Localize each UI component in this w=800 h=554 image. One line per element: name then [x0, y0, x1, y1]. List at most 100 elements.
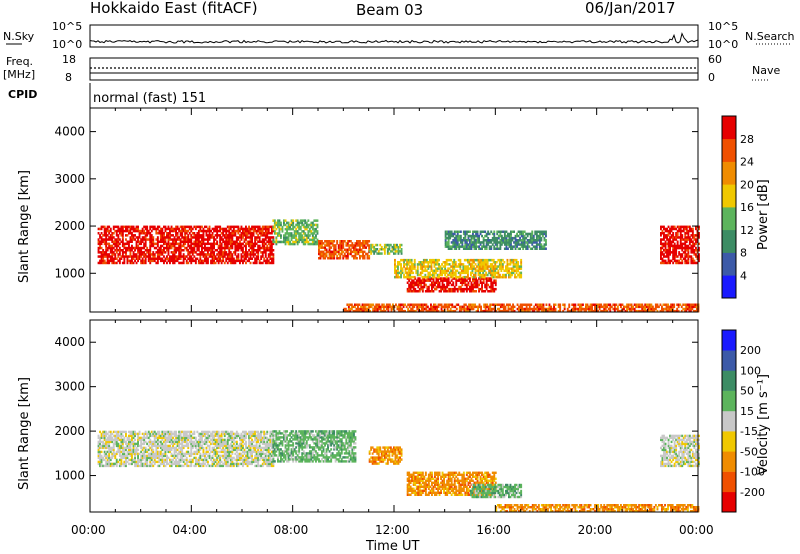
heatmap-cell — [545, 243, 547, 246]
heatmap-cell — [388, 243, 391, 247]
heatmap-cell — [457, 263, 460, 266]
heatmap-cell — [431, 305, 434, 309]
heatmap-cell — [231, 246, 234, 250]
heatmap-cell — [143, 255, 146, 258]
heatmap-cell — [115, 436, 118, 440]
heatmap-cell — [462, 265, 465, 268]
heatmap-cell — [432, 261, 434, 264]
heatmap-cell — [131, 460, 133, 464]
heatmap-cell — [666, 236, 668, 239]
heatmap-cell — [502, 309, 505, 313]
heatmap-cell — [125, 434, 127, 438]
heatmap-cell — [149, 225, 152, 229]
heatmap-cell — [109, 246, 112, 250]
heatmap-cell — [534, 245, 537, 248]
heatmap-cell — [399, 303, 402, 306]
heatmap-cell — [287, 225, 290, 229]
heatmap-cell — [480, 258, 483, 262]
heatmap-cell — [270, 249, 273, 252]
heatmap-cell — [156, 253, 159, 256]
heatmap-cell — [298, 223, 301, 227]
heatmap-cell — [693, 234, 696, 237]
heatmap-cell — [360, 309, 362, 313]
heatmap-cell — [667, 259, 670, 263]
heatmap-cell — [106, 438, 109, 442]
heatmap-cell — [117, 448, 120, 452]
heatmap-cell — [493, 232, 496, 236]
heatmap-cell — [178, 227, 181, 231]
heatmap-cell — [432, 277, 435, 280]
heatmap-cell — [191, 259, 194, 263]
heatmap-cell — [543, 245, 546, 248]
heatmap-cell — [408, 277, 411, 280]
heatmap-cell — [603, 307, 606, 311]
heatmap-cell — [612, 303, 615, 306]
heatmap-cell — [511, 271, 513, 275]
heatmap-cell — [458, 230, 461, 233]
heatmap-cell — [675, 261, 678, 265]
heatmap-cell — [106, 259, 109, 263]
heatmap-cell — [381, 305, 384, 309]
heatmap-cell — [417, 283, 420, 287]
heatmap-cell — [675, 251, 678, 254]
heatmap-cell — [518, 305, 520, 309]
heatmap-cell — [179, 257, 182, 260]
heatmap-cell — [669, 240, 671, 243]
heatmap-cell — [517, 267, 519, 270]
heatmap-cell — [454, 269, 457, 272]
heatmap-cell — [418, 273, 421, 277]
heatmap-cell — [370, 243, 373, 247]
heatmap-cell — [446, 290, 449, 293]
heatmap-cell — [433, 273, 436, 277]
heatmap-cell — [512, 271, 515, 275]
heatmap-cell — [465, 243, 468, 246]
heatmap-cell — [134, 458, 136, 462]
heatmap-cell — [283, 221, 285, 225]
heatmap-cell — [129, 450, 132, 454]
heatmap-cell — [211, 244, 214, 248]
heatmap-cell — [490, 309, 493, 313]
heatmap-cell — [258, 261, 261, 265]
heatmap-cell — [185, 238, 188, 241]
heatmap-cell — [152, 454, 155, 458]
heatmap-cell — [169, 464, 171, 468]
heatmap-cell — [243, 255, 246, 258]
heatmap-cell — [123, 225, 126, 229]
heatmap-cell — [518, 273, 521, 277]
heatmap-cell — [242, 251, 244, 254]
heatmap-cell — [667, 238, 670, 241]
heatmap-cell — [273, 230, 276, 233]
heatmap-cell — [138, 430, 141, 434]
heatmap-cell — [112, 438, 115, 442]
heatmap-cell — [196, 244, 199, 248]
heatmap-cell — [229, 238, 232, 241]
heatmap-cell — [354, 254, 357, 258]
heatmap-cell — [108, 438, 111, 442]
y-tick-label: 2000 — [54, 219, 85, 233]
heatmap-cell — [481, 241, 483, 244]
nave-label: Nave — [752, 64, 781, 77]
heatmap-cell — [97, 436, 100, 440]
heatmap-cell — [357, 307, 359, 311]
heatmap-cell — [126, 259, 129, 263]
heatmap-cell — [506, 309, 508, 313]
heatmap-cell — [510, 243, 512, 246]
heatmap-cell — [135, 462, 138, 466]
heatmap-cell — [115, 234, 118, 237]
heatmap-cell — [679, 229, 682, 233]
heatmap-cell — [322, 246, 325, 249]
heatmap-cell — [490, 241, 493, 244]
heatmap-cell — [123, 251, 126, 254]
heatmap-cell — [188, 238, 191, 241]
heatmap-cell — [201, 246, 203, 250]
heatmap-cell — [121, 240, 124, 243]
heatmap-cell — [464, 230, 467, 233]
heatmap-cell — [459, 281, 462, 284]
heatmap-cell — [278, 227, 281, 231]
heatmap-cell — [234, 251, 237, 254]
heatmap-cell — [357, 250, 360, 254]
heatmap-cell — [645, 309, 648, 313]
heatmap-cell — [167, 234, 170, 237]
heatmap-cell — [454, 275, 457, 279]
heatmap-cell — [318, 240, 320, 243]
